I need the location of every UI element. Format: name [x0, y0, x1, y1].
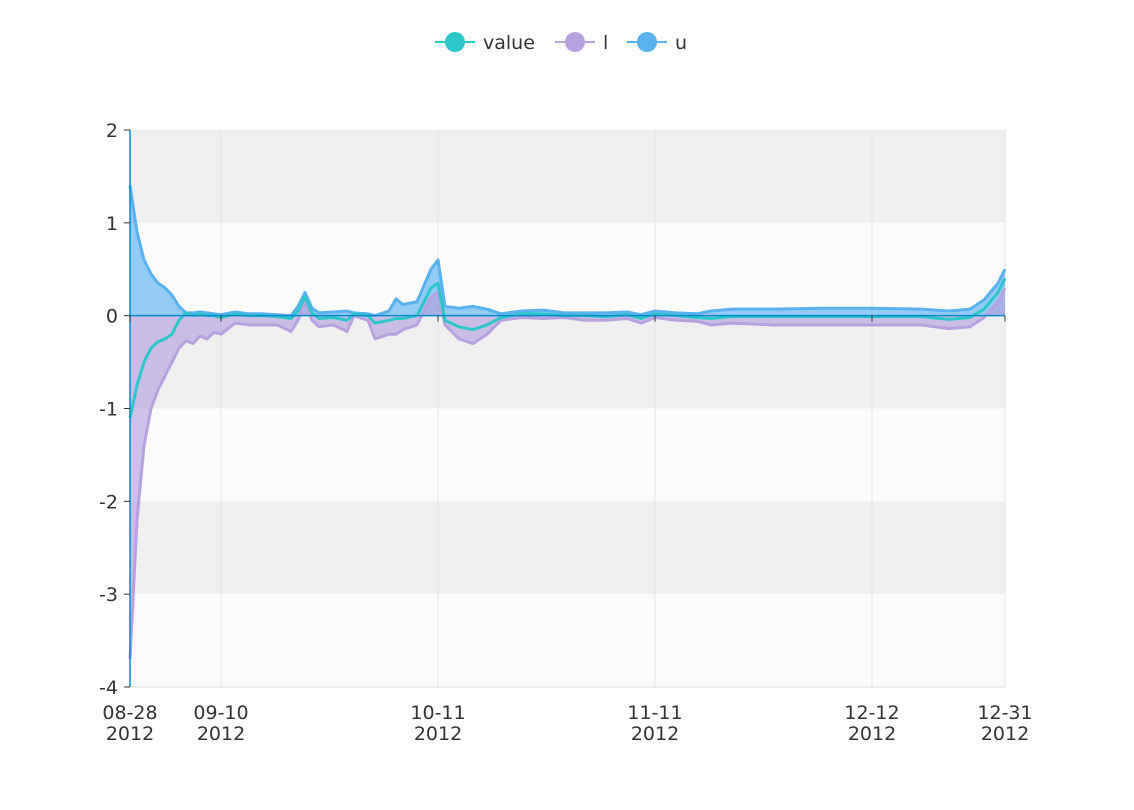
y-tick-label: -3	[99, 584, 118, 606]
split-area	[130, 594, 1005, 687]
split-area	[130, 315, 1005, 409]
x-tick-label: 12-31 2012	[977, 702, 1032, 745]
split-area	[130, 501, 1005, 595]
y-tick-label: -4	[99, 677, 118, 699]
legend-label: u	[675, 32, 687, 54]
line	[128, 277, 1007, 419]
legend-marker	[565, 32, 585, 52]
legend-item: u	[627, 32, 687, 54]
line	[128, 185, 1007, 318]
y-tick-label: 2	[106, 120, 118, 142]
legend-label: l	[603, 32, 608, 54]
x-tick-label: 08-28 2012	[102, 702, 157, 745]
y-tick-label: 1	[106, 213, 118, 235]
legend-marker	[445, 32, 465, 52]
x-tick-label: 09-10 2012	[193, 702, 248, 745]
split-area	[130, 130, 1005, 223]
legend-item: l	[555, 32, 608, 54]
y-tick-label: 0	[106, 306, 118, 328]
y-tick-label: -2	[99, 491, 118, 513]
x-tick-label: 12-12 2012	[844, 702, 899, 745]
legend-label: value	[483, 32, 535, 54]
x-tick-label: 10-11 2012	[410, 702, 465, 745]
y-tick-label: -1	[99, 399, 118, 421]
split-area	[130, 408, 1005, 502]
split-area	[130, 222, 1005, 316]
x-tick-label: 11-11 2012	[627, 702, 682, 745]
legend-item: value	[435, 32, 535, 54]
line	[128, 287, 1007, 660]
legend-marker	[637, 32, 657, 52]
